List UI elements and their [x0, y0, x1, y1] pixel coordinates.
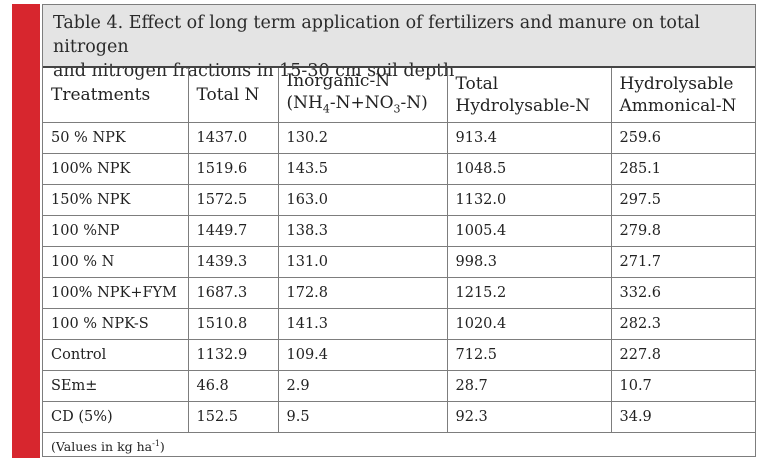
cell-treatment: 100% NPK+FYM — [43, 277, 189, 309]
cell-total-hydrolysable-n: 92.3 — [446, 401, 612, 433]
cell-hydrolysable-ammonical-n: 227.8 — [610, 339, 755, 371]
cell-inorganic-n: 131.0 — [277, 246, 448, 278]
cell-total-n: 1687.3 — [187, 277, 279, 309]
cell-inorganic-n: 9.5 — [277, 401, 448, 433]
cell-inorganic-n: 109.4 — [277, 339, 448, 371]
cell-hydrolysable-ammonical-n: 279.8 — [610, 215, 755, 247]
cell-total-hydrolysable-n: 913.4 — [446, 122, 612, 154]
note-row: (Values in kg ha-1) — [43, 432, 755, 460]
red-accent-bar — [12, 4, 40, 458]
cell-treatment: 100 % NPK-S — [43, 308, 189, 340]
header-inorganic-n-formula: (NH4-N+NO3-N) — [286, 92, 428, 116]
header-hydrolysable-ammonical-n: Hydrolysable Ammonical-N — [610, 66, 755, 123]
cell-inorganic-n: 138.3 — [277, 215, 448, 247]
table-caption: Table 4. Effect of long term application… — [43, 5, 755, 81]
cell-total-n: 1510.8 — [187, 308, 279, 340]
cell-treatment: 50 % NPK — [43, 122, 189, 154]
cell-total-hydrolysable-n: 1215.2 — [446, 277, 612, 309]
cell-total-n: 1519.6 — [187, 153, 279, 185]
cell-hydrolysable-ammonical-n: 282.3 — [610, 308, 755, 340]
cell-treatment: 100 %NP — [43, 215, 189, 247]
cell-total-hydrolysable-n: 1048.5 — [446, 153, 612, 185]
cell-treatment: Control — [43, 339, 189, 371]
cell-hydrolysable-ammonical-n: 34.9 — [610, 401, 755, 433]
cell-total-hydrolysable-n: 1020.4 — [446, 308, 612, 340]
table-row: 50 % NPK 1437.0 130.2 913.4 259.6 — [43, 122, 755, 154]
cell-total-n: 1132.9 — [187, 339, 279, 371]
data-table: Treatments Total N Inorganic-N (NH4-N+NO… — [43, 66, 755, 460]
cell-treatment: 150% NPK — [43, 184, 189, 216]
table-row: SEm± 46.8 2.9 28.7 10.7 — [43, 370, 755, 402]
cell-total-n: 46.8 — [187, 370, 279, 402]
table-row: Control 1132.9 109.4 712.5 227.8 — [43, 339, 755, 371]
cell-inorganic-n: 141.3 — [277, 308, 448, 340]
table-row: 100 % N 1439.3 131.0 998.3 271.7 — [43, 246, 755, 278]
header-treatments: Treatments — [43, 66, 189, 123]
cell-total-n: 1439.3 — [187, 246, 279, 278]
cell-treatment: 100% NPK — [43, 153, 189, 185]
cell-total-n: 1437.0 — [187, 122, 279, 154]
cell-total-hydrolysable-n: 998.3 — [446, 246, 612, 278]
cell-hydrolysable-ammonical-n: 285.1 — [610, 153, 755, 185]
cell-total-n: 1572.5 — [187, 184, 279, 216]
header-row: Treatments Total N Inorganic-N (NH4-N+NO… — [43, 66, 755, 123]
cell-total-n: 1449.7 — [187, 215, 279, 247]
cell-hydrolysable-ammonical-n: 259.6 — [610, 122, 755, 154]
cell-inorganic-n: 163.0 — [277, 184, 448, 216]
table-row: 100 % NPK-S 1510.8 141.3 1020.4 282.3 — [43, 308, 755, 340]
cell-total-n: 152.5 — [187, 401, 279, 433]
units-note: (Values in kg ha-1) — [43, 432, 755, 460]
cell-treatment: CD (5%) — [43, 401, 189, 433]
cell-hydrolysable-ammonical-n: 10.7 — [610, 370, 755, 402]
table-row: 150% NPK 1572.5 163.0 1132.0 297.5 — [43, 184, 755, 216]
cell-treatment: 100 % N — [43, 246, 189, 278]
header-total-hydrolysable-n: Total Hydrolysable-N — [446, 66, 612, 123]
cell-total-hydrolysable-n: 1005.4 — [446, 215, 612, 247]
cell-hydrolysable-ammonical-n: 297.5 — [610, 184, 755, 216]
table-row: CD (5%) 152.5 9.5 92.3 34.9 — [43, 401, 755, 433]
cell-inorganic-n: 2.9 — [277, 370, 448, 402]
cell-hydrolysable-ammonical-n: 332.6 — [610, 277, 755, 309]
table-row: 100% NPK 1519.6 143.5 1048.5 285.1 — [43, 153, 755, 185]
cell-total-hydrolysable-n: 712.5 — [446, 339, 612, 371]
cell-treatment: SEm± — [43, 370, 189, 402]
table-row: 100% NPK+FYM 1687.3 172.8 1215.2 332.6 — [43, 277, 755, 309]
cell-total-hydrolysable-n: 28.7 — [446, 370, 612, 402]
header-inorganic-n: Inorganic-N (NH4-N+NO3-N) — [277, 66, 448, 123]
cell-inorganic-n: 130.2 — [277, 122, 448, 154]
cell-inorganic-n: 143.5 — [277, 153, 448, 185]
cell-inorganic-n: 172.8 — [277, 277, 448, 309]
table-row: 100 %NP 1449.7 138.3 1005.4 279.8 — [43, 215, 755, 247]
cell-total-hydrolysable-n: 1132.0 — [446, 184, 612, 216]
table-frame: Table 4. Effect of long term application… — [42, 4, 756, 460]
header-total-n: Total N — [187, 66, 279, 123]
header-inorganic-n-line1: Inorganic-N — [286, 70, 391, 91]
cell-hydrolysable-ammonical-n: 271.7 — [610, 246, 755, 278]
